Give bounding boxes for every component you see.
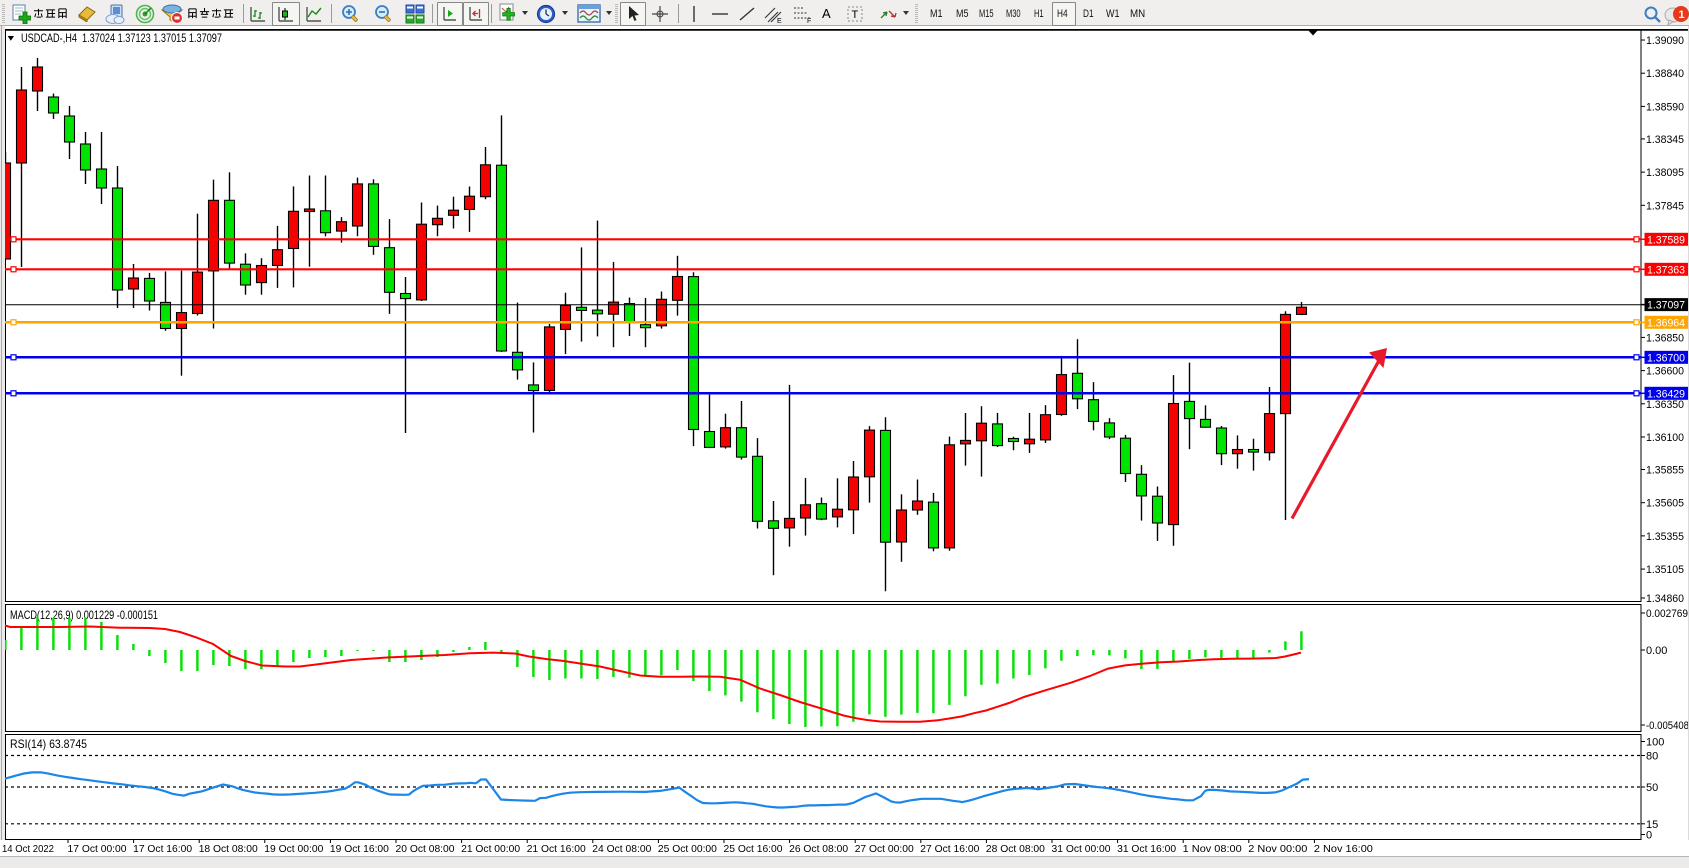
svg-text:19 Oct 00:00: 19 Oct 00:00	[264, 843, 323, 855]
svg-text:21 Oct 16:00: 21 Oct 16:00	[527, 843, 586, 855]
svg-text:1.36964: 1.36964	[1647, 317, 1685, 329]
svg-text:28 Oct 08:00: 28 Oct 08:00	[986, 843, 1045, 855]
svg-text:1.36850: 1.36850	[1646, 332, 1684, 344]
svg-text:-0.005408: -0.005408	[1646, 720, 1689, 732]
svg-text:1.38840: 1.38840	[1646, 68, 1684, 80]
svg-text:1.35105: 1.35105	[1646, 564, 1684, 576]
svg-text:0.00: 0.00	[1646, 645, 1667, 657]
svg-text:1.36350: 1.36350	[1646, 399, 1684, 411]
svg-text:1.38590: 1.38590	[1646, 101, 1684, 113]
svg-text:0.002769: 0.002769	[1646, 608, 1688, 620]
svg-text:1.36700: 1.36700	[1647, 352, 1685, 364]
svg-text:USDCAD-,H4 1.37024 1.37123 1.: USDCAD-,H4 1.37024 1.37123 1.37015 1.370…	[21, 31, 222, 45]
svg-text:1.37363: 1.37363	[1647, 264, 1685, 276]
svg-text:25 Oct 00:00: 25 Oct 00:00	[658, 843, 717, 855]
svg-text:1 Nov 08:00: 1 Nov 08:00	[1183, 843, 1242, 855]
svg-text:14 Oct 2022: 14 Oct 2022	[2, 843, 54, 855]
svg-text:2 Nov 00:00: 2 Nov 00:00	[1248, 843, 1307, 855]
svg-text:27 Oct 16:00: 27 Oct 16:00	[920, 843, 979, 855]
svg-text:2 Nov 16:00: 2 Nov 16:00	[1314, 843, 1373, 855]
svg-text:24 Oct 08:00: 24 Oct 08:00	[592, 843, 651, 855]
svg-text:T: T	[852, 9, 859, 21]
svg-text:1.37097: 1.37097	[1647, 300, 1685, 312]
svg-text:20 Oct 08:00: 20 Oct 08:00	[396, 843, 455, 855]
svg-text:1.35855: 1.35855	[1646, 465, 1684, 477]
svg-text:1: 1	[1679, 9, 1685, 21]
svg-text:100: 100	[1646, 737, 1664, 749]
svg-text:27 Oct 00:00: 27 Oct 00:00	[855, 843, 914, 855]
svg-text:25 Oct 16:00: 25 Oct 16:00	[724, 843, 783, 855]
svg-text:RSI(14) 63.8745: RSI(14) 63.8745	[10, 737, 87, 751]
svg-text:1.37845: 1.37845	[1646, 200, 1684, 212]
svg-text:1.36600: 1.36600	[1646, 366, 1684, 378]
svg-text:1.38345: 1.38345	[1646, 134, 1684, 146]
svg-text:1.36100: 1.36100	[1646, 432, 1684, 444]
svg-text:19 Oct 16:00: 19 Oct 16:00	[330, 843, 389, 855]
svg-text:1.39090: 1.39090	[1646, 35, 1684, 47]
svg-text:17 Oct 00:00: 17 Oct 00:00	[68, 843, 127, 855]
svg-text:MACD(12,26,9) 0.001229 -0.0001: MACD(12,26,9) 0.001229 -0.000151	[10, 608, 158, 622]
svg-text:31 Oct 00:00: 31 Oct 00:00	[1052, 843, 1111, 855]
svg-text:1.35355: 1.35355	[1646, 531, 1684, 543]
svg-text:50: 50	[1646, 782, 1658, 794]
svg-text:E: E	[777, 18, 782, 24]
svg-text:21 Oct 00:00: 21 Oct 00:00	[461, 843, 520, 855]
svg-text:1.38095: 1.38095	[1646, 167, 1684, 179]
svg-text:1.37589: 1.37589	[1647, 234, 1685, 246]
svg-text:1.36429: 1.36429	[1647, 388, 1685, 400]
svg-text:17 Oct 16:00: 17 Oct 16:00	[133, 843, 192, 855]
svg-text:0: 0	[1646, 830, 1652, 842]
svg-text:F: F	[807, 18, 811, 24]
svg-text:1.34860: 1.34860	[1646, 593, 1684, 605]
svg-text:31 Oct 16:00: 31 Oct 16:00	[1117, 843, 1176, 855]
svg-text:1.35605: 1.35605	[1646, 498, 1684, 510]
svg-text:80: 80	[1646, 751, 1658, 763]
svg-text:18 Oct 08:00: 18 Oct 08:00	[199, 843, 258, 855]
svg-text:26 Oct 08:00: 26 Oct 08:00	[789, 843, 848, 855]
